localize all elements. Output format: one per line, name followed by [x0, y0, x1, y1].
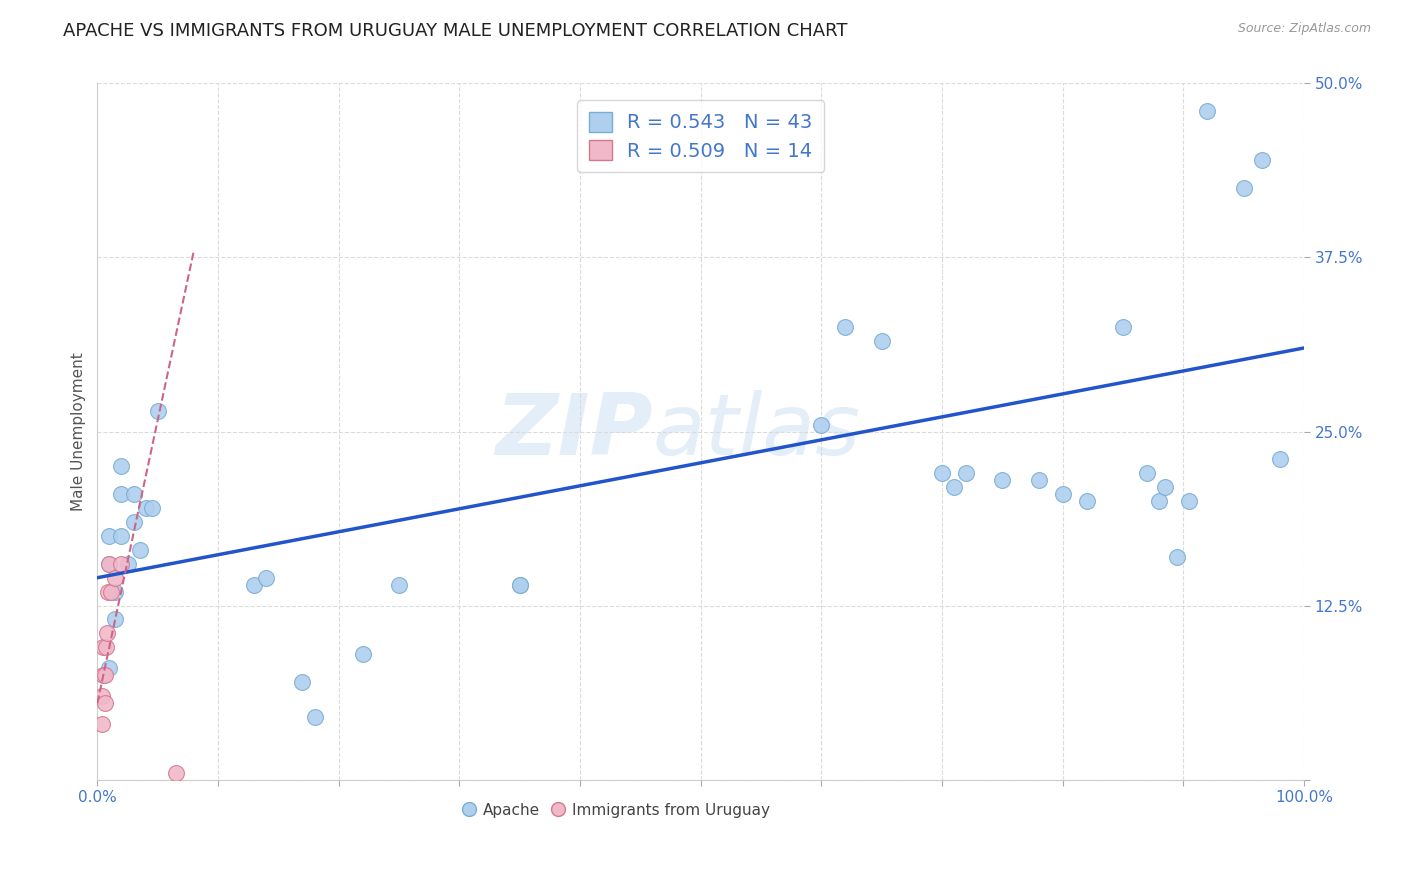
Point [1076, 494, 1098, 508]
Point [104, 612, 127, 626]
Point [254, 571, 277, 585]
Legend: Apache, Immigrants from Uruguay: Apache, Immigrants from Uruguay [457, 797, 776, 824]
Point [509, 577, 531, 591]
Point [388, 577, 411, 591]
Point [1154, 480, 1177, 494]
Point [165, 765, 187, 780]
Point [955, 467, 977, 481]
Point [1112, 320, 1135, 334]
Point [96, 626, 118, 640]
Text: Source: ZipAtlas.com: Source: ZipAtlas.com [1237, 22, 1371, 36]
Point [291, 675, 314, 690]
Point [135, 501, 157, 516]
Point [94, 640, 117, 655]
Point [141, 501, 163, 516]
Point [93, 640, 115, 655]
Point [128, 542, 150, 557]
Point [122, 515, 145, 529]
Point [1147, 494, 1170, 508]
Point [122, 487, 145, 501]
Point [1052, 487, 1074, 501]
Point [91, 689, 114, 703]
Point [91, 717, 114, 731]
Point [93, 696, 115, 710]
Point [93, 668, 115, 682]
Point [104, 584, 127, 599]
Point [117, 557, 139, 571]
Point [1197, 104, 1219, 119]
Point [1250, 153, 1272, 167]
Point [98, 529, 121, 543]
Text: ZIP: ZIP [495, 390, 652, 473]
Point [110, 459, 132, 474]
Point [1233, 181, 1256, 195]
Text: APACHE VS IMMIGRANTS FROM URUGUAY MALE UNEMPLOYMENT CORRELATION CHART: APACHE VS IMMIGRANTS FROM URUGUAY MALE U… [63, 22, 848, 40]
Point [100, 584, 122, 599]
Point [1028, 473, 1050, 487]
Point [1268, 452, 1291, 467]
Point [352, 648, 374, 662]
Point [1136, 467, 1159, 481]
Point [304, 710, 326, 724]
Point [110, 487, 132, 501]
Point [97, 584, 120, 599]
Point [110, 557, 132, 571]
Point [870, 334, 893, 348]
Point [98, 661, 121, 675]
Y-axis label: Male Unemployment: Male Unemployment [72, 352, 86, 511]
Point [810, 417, 832, 432]
Point [509, 577, 531, 591]
Point [1166, 549, 1188, 564]
Point [146, 403, 169, 417]
Point [243, 577, 266, 591]
Point [1178, 494, 1201, 508]
Point [931, 467, 953, 481]
Point [943, 480, 966, 494]
Point [93, 668, 115, 682]
Point [104, 571, 127, 585]
Point [834, 320, 856, 334]
Point [98, 557, 121, 571]
Point [98, 557, 121, 571]
Point [110, 529, 132, 543]
Text: atlas: atlas [652, 390, 860, 473]
Point [991, 473, 1014, 487]
